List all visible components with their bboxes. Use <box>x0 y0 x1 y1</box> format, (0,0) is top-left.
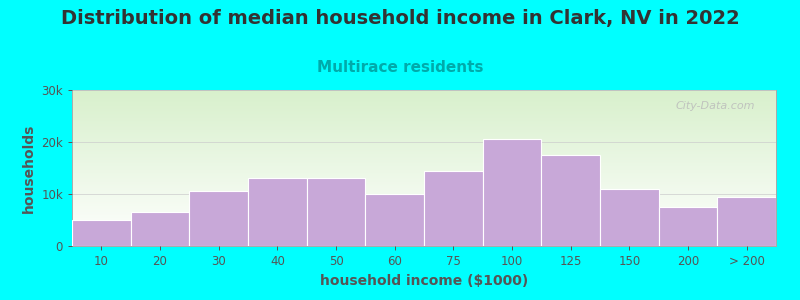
Text: Distribution of median household income in Clark, NV in 2022: Distribution of median household income … <box>61 9 739 28</box>
Y-axis label: households: households <box>22 123 36 213</box>
Bar <box>542 155 600 246</box>
X-axis label: household income ($1000): household income ($1000) <box>320 274 528 288</box>
Bar <box>190 191 248 246</box>
Text: City-Data.com: City-Data.com <box>675 101 755 111</box>
Bar <box>600 189 658 246</box>
Bar <box>424 171 482 246</box>
Bar <box>658 207 718 246</box>
Bar <box>482 140 542 246</box>
Bar <box>306 178 366 246</box>
Bar <box>130 212 190 246</box>
Text: Multirace residents: Multirace residents <box>317 60 483 75</box>
Bar <box>366 194 424 246</box>
Bar <box>248 178 306 246</box>
Bar <box>718 196 776 246</box>
Bar <box>72 220 130 246</box>
